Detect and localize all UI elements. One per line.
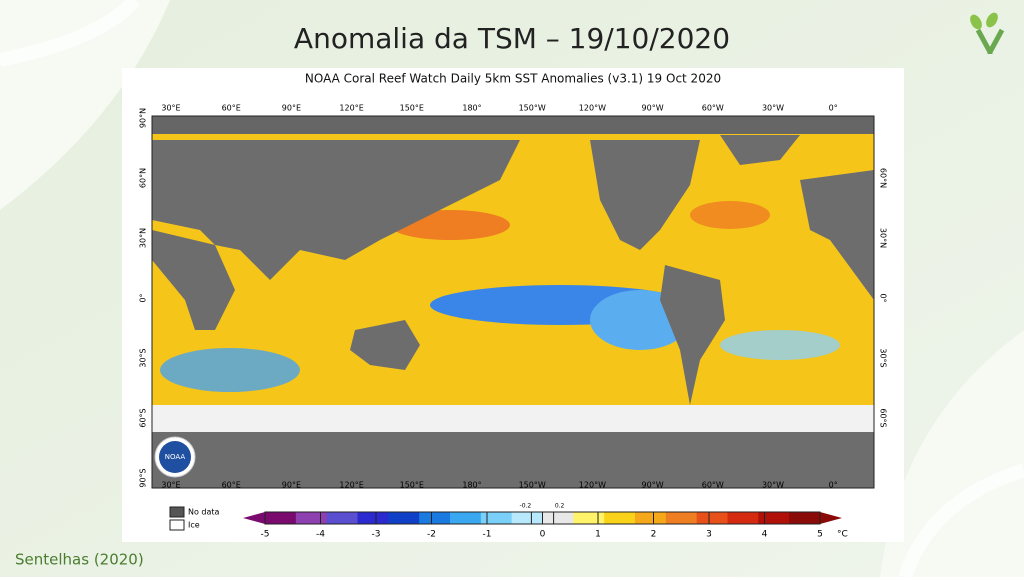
colorbar-label: 5 xyxy=(817,530,823,540)
lon-label: 150°E xyxy=(400,481,424,490)
colorbar-label: 2 xyxy=(651,530,657,540)
colorbar-segment xyxy=(758,512,790,524)
colorbar-segment xyxy=(388,512,420,524)
legend-swatch xyxy=(169,506,185,518)
lon-label: 150°E xyxy=(400,104,424,113)
colorbar-unit: °C xyxy=(837,530,848,540)
lon-label: 30°W xyxy=(762,104,784,113)
colorbar-label: -5 xyxy=(261,530,270,540)
colorbar-segment xyxy=(542,512,574,524)
lon-label: 120°W xyxy=(579,104,606,113)
colorbar-segment xyxy=(573,512,605,524)
colorbar-label: -4 xyxy=(316,530,325,540)
lat-label: 30°S xyxy=(879,348,888,367)
colorbar-label: -2 xyxy=(427,530,436,540)
colorbar-end xyxy=(243,512,265,524)
source: Sentelhas (2020) xyxy=(15,551,144,569)
colorbar-segment xyxy=(419,512,451,524)
colorbar-segment xyxy=(665,512,698,524)
lon-label: 60°W xyxy=(702,104,724,113)
lon-label: 30°W xyxy=(762,481,784,490)
colorbar-segment xyxy=(450,512,482,524)
lon-label: 0° xyxy=(829,104,838,113)
decor xyxy=(880,330,1024,577)
colorbar-segment xyxy=(789,512,821,524)
lon-label: 90°E xyxy=(282,104,301,113)
colorbar-segment xyxy=(295,512,328,524)
lon-label: 60°E xyxy=(222,104,241,113)
decor xyxy=(0,0,141,67)
lat-label: 0° xyxy=(139,293,148,302)
map-title: NOAA Coral Reef Watch Daily 5km SST Anom… xyxy=(305,72,721,86)
colorbar-segment xyxy=(480,512,513,524)
colorbar-label: 4 xyxy=(762,530,768,540)
colorbar-segment xyxy=(511,512,543,524)
lat-label: 60°S xyxy=(879,408,888,427)
lat-label: 30°S xyxy=(139,348,148,367)
colorbar-end xyxy=(820,512,842,524)
lat-label: 90°S xyxy=(139,468,148,487)
lon-label: 120°E xyxy=(339,481,363,490)
decor xyxy=(898,463,1024,580)
colorbar-label: 3 xyxy=(706,530,712,540)
lon-label: 90°W xyxy=(642,481,664,490)
colorbar-label: -1 xyxy=(483,530,492,540)
lon-label: 0° xyxy=(829,481,838,490)
lon-label: 120°W xyxy=(579,481,606,490)
colorbar-segment xyxy=(696,512,728,524)
lat-label: 30°N xyxy=(879,228,888,248)
colorbar-label: 0 xyxy=(540,530,546,540)
map xyxy=(151,115,875,489)
lat-label: 0° xyxy=(879,293,888,302)
lon-label: 150°W xyxy=(519,481,546,490)
colorbar-label: 1 xyxy=(595,530,601,540)
lon-label: 90°W xyxy=(642,104,664,113)
lon-label: 60°E xyxy=(222,481,241,490)
legend-swatch xyxy=(169,519,185,531)
lon-label: 30°E xyxy=(161,104,180,113)
lon-label: 90°E xyxy=(282,481,301,490)
legend-label: Ice xyxy=(188,521,200,530)
colorbar-segment xyxy=(265,512,297,524)
colorbar-label: 0.2 xyxy=(555,503,565,510)
lon-label: 120°E xyxy=(339,104,363,113)
colorbar-segment xyxy=(635,512,667,524)
colorbar-label: -0.2 xyxy=(520,503,532,510)
logo xyxy=(970,12,1005,54)
noaa-logo: NOAA xyxy=(154,436,196,478)
lat-label: 30°N xyxy=(139,228,148,248)
colorbar-label: -3 xyxy=(372,530,381,540)
lon-label: 30°E xyxy=(161,481,180,490)
colorbar-segment xyxy=(727,512,759,524)
lon-label: 60°W xyxy=(702,481,724,490)
logo-text: NOAA xyxy=(165,453,186,461)
lat-label: 60°S xyxy=(139,408,148,427)
lon-label: 150°W xyxy=(519,104,546,113)
lat-label: 90°N xyxy=(139,108,148,128)
colorbar-segment xyxy=(357,512,389,524)
slide-title: Anomalia da TSM – 19/10/2020 xyxy=(294,22,730,55)
colorbar-segment xyxy=(326,512,358,524)
lat-label: 60°N xyxy=(879,168,888,188)
legend-label: No data xyxy=(188,508,220,517)
colorbar-segment xyxy=(604,512,636,524)
lon-label: 180° xyxy=(462,104,481,113)
lat-label: 60°N xyxy=(139,168,148,188)
lon-label: 180° xyxy=(462,481,481,490)
